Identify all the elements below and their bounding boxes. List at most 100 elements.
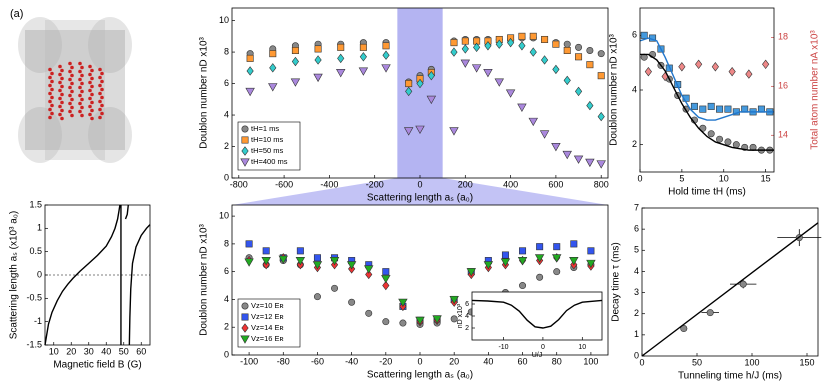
marker <box>269 63 277 73</box>
marker <box>518 41 526 51</box>
y-axis-label: Doublon number nD x10³ <box>609 33 620 145</box>
legend-label: Vz=14 Eʀ <box>251 323 284 332</box>
marker <box>552 64 560 75</box>
marker <box>519 282 527 290</box>
x-tick-label: 30 <box>84 346 94 356</box>
marker <box>329 257 340 266</box>
y-tick-label: 2 <box>634 308 639 318</box>
y-tick-label: 6 <box>224 266 229 276</box>
plot-frame <box>231 7 609 179</box>
marker <box>563 75 571 86</box>
y2-tick-label: 16 <box>778 81 788 91</box>
marker <box>724 138 732 146</box>
legend-marker <box>241 323 249 333</box>
y-tick-label: 5 <box>634 245 639 255</box>
marker <box>541 55 549 65</box>
y-tick-label: 1 <box>37 223 42 233</box>
x-tick-label: 0 <box>417 356 422 366</box>
atom <box>48 91 52 96</box>
marker <box>732 141 740 149</box>
series-line <box>641 222 819 357</box>
atom <box>78 109 82 114</box>
marker <box>569 257 579 266</box>
marker <box>461 44 469 54</box>
atom <box>90 76 94 81</box>
atom <box>80 73 84 78</box>
legend-marker <box>241 136 249 144</box>
atom <box>100 95 104 100</box>
x-tick-label: -40 <box>345 356 358 366</box>
marker <box>336 69 346 78</box>
highlight-band <box>397 8 443 178</box>
x-tick-label: -10 <box>498 344 508 351</box>
atom <box>100 87 104 92</box>
marker <box>563 46 571 54</box>
marker <box>539 130 550 139</box>
marker <box>711 62 719 72</box>
marker <box>528 117 538 127</box>
x-tick-label: -80 <box>277 356 290 366</box>
atom <box>68 109 72 114</box>
atom <box>58 104 62 109</box>
marker <box>426 95 437 105</box>
marker <box>473 42 481 53</box>
atom <box>88 104 92 109</box>
atom <box>70 81 74 86</box>
marker <box>415 316 425 326</box>
marker <box>541 35 549 43</box>
marker <box>707 102 715 110</box>
series-line <box>44 204 151 346</box>
atom <box>48 115 52 120</box>
y-tick-label: 4 <box>224 109 229 119</box>
x-tick-label: -400 <box>320 179 338 189</box>
y-tick-label: 0 <box>224 172 229 182</box>
x-tick-label: 15 <box>761 173 771 183</box>
y-tick-label: 4 <box>224 294 229 304</box>
atom <box>88 88 92 93</box>
legend-label: Vz=12 Eʀ <box>251 312 284 321</box>
atom <box>88 96 92 101</box>
y-tick-label: 1 <box>634 329 639 339</box>
marker <box>690 102 698 110</box>
marker <box>278 255 288 264</box>
marker <box>529 47 537 57</box>
y-axis-label: Doublon number nD x10³ <box>199 223 210 335</box>
marker <box>246 54 254 62</box>
atom <box>68 93 72 98</box>
marker <box>382 50 390 60</box>
marker <box>268 83 278 92</box>
legend-label: Vz=16 Eʀ <box>251 334 284 343</box>
y-tick-label: 0 <box>37 269 42 279</box>
marker <box>262 247 270 255</box>
marker <box>449 295 459 305</box>
marker <box>553 268 561 276</box>
x-tick-label: 600 <box>548 179 563 189</box>
marker <box>597 72 605 80</box>
x-tick-label: 150 <box>799 357 814 367</box>
lattice-plane <box>45 20 105 160</box>
marker <box>365 269 373 280</box>
x-tick-label: -60 <box>311 356 324 366</box>
atom <box>70 73 74 78</box>
marker <box>587 247 595 255</box>
atom <box>90 116 94 121</box>
atom <box>78 69 82 74</box>
atom <box>58 112 62 117</box>
y-tick-label: 8 <box>224 46 229 56</box>
marker <box>575 43 583 51</box>
atom <box>100 71 104 76</box>
marker <box>596 160 606 169</box>
atom <box>88 64 92 69</box>
atom <box>70 89 74 94</box>
atom <box>58 80 62 85</box>
panel-label: (a) <box>10 8 23 20</box>
marker <box>563 40 571 48</box>
atom <box>48 99 52 104</box>
marker <box>586 100 594 111</box>
x-tick-label: -20 <box>379 356 392 366</box>
x-tick-label: 50 <box>119 346 129 356</box>
x-tick-label: 60 <box>518 356 528 366</box>
x-tick-label: 60 <box>136 346 146 356</box>
marker <box>716 105 724 113</box>
marker <box>495 39 503 49</box>
